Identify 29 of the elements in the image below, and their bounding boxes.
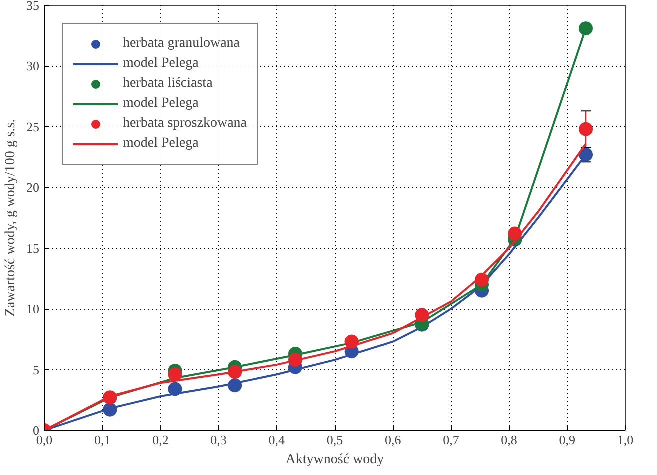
x-axis-title: Aktywność wody — [286, 452, 384, 468]
point — [578, 122, 593, 136]
x-tick-label: 0,8 — [501, 432, 518, 448]
x-tick-label: 0,9 — [559, 432, 576, 448]
x-tick-label: 0,7 — [443, 432, 460, 448]
legend-label: model Pelega — [123, 96, 199, 112]
x-tick-label: 0,1 — [94, 432, 111, 448]
point — [168, 368, 182, 382]
legend-label: herbata liściasta — [123, 76, 213, 92]
y-tick-label: 10 — [26, 302, 40, 317]
y-tick-label: 20 — [26, 180, 40, 196]
y-axis-title: Zawartość wody, g wody/100 g s.s. — [4, 119, 18, 317]
x-tick-label: 0,4 — [268, 432, 286, 448]
legend-label: model Pelega — [123, 56, 199, 72]
y-tick-label: 5 — [33, 362, 40, 378]
x-tick-label: 0,2 — [152, 432, 169, 448]
legend-label: herbata granulowana — [123, 36, 240, 52]
y-tick-label: 35 — [26, 0, 40, 13]
x-tick-label: 0,6 — [384, 432, 402, 448]
y-tick-label: 15 — [26, 240, 40, 256]
point — [578, 22, 593, 36]
x-tick-label: 1,0 — [617, 432, 634, 448]
x-tick-label: 0,5 — [326, 432, 344, 448]
y-tick-label: 0 — [33, 423, 40, 438]
legend-label: model Pelega — [123, 136, 199, 152]
legend-label: herbata sproszkowana — [123, 116, 248, 132]
x-tick-label: 0,3 — [210, 432, 227, 448]
y-tick-label: 25 — [26, 119, 40, 134]
y-tick-label: 30 — [26, 58, 40, 74]
